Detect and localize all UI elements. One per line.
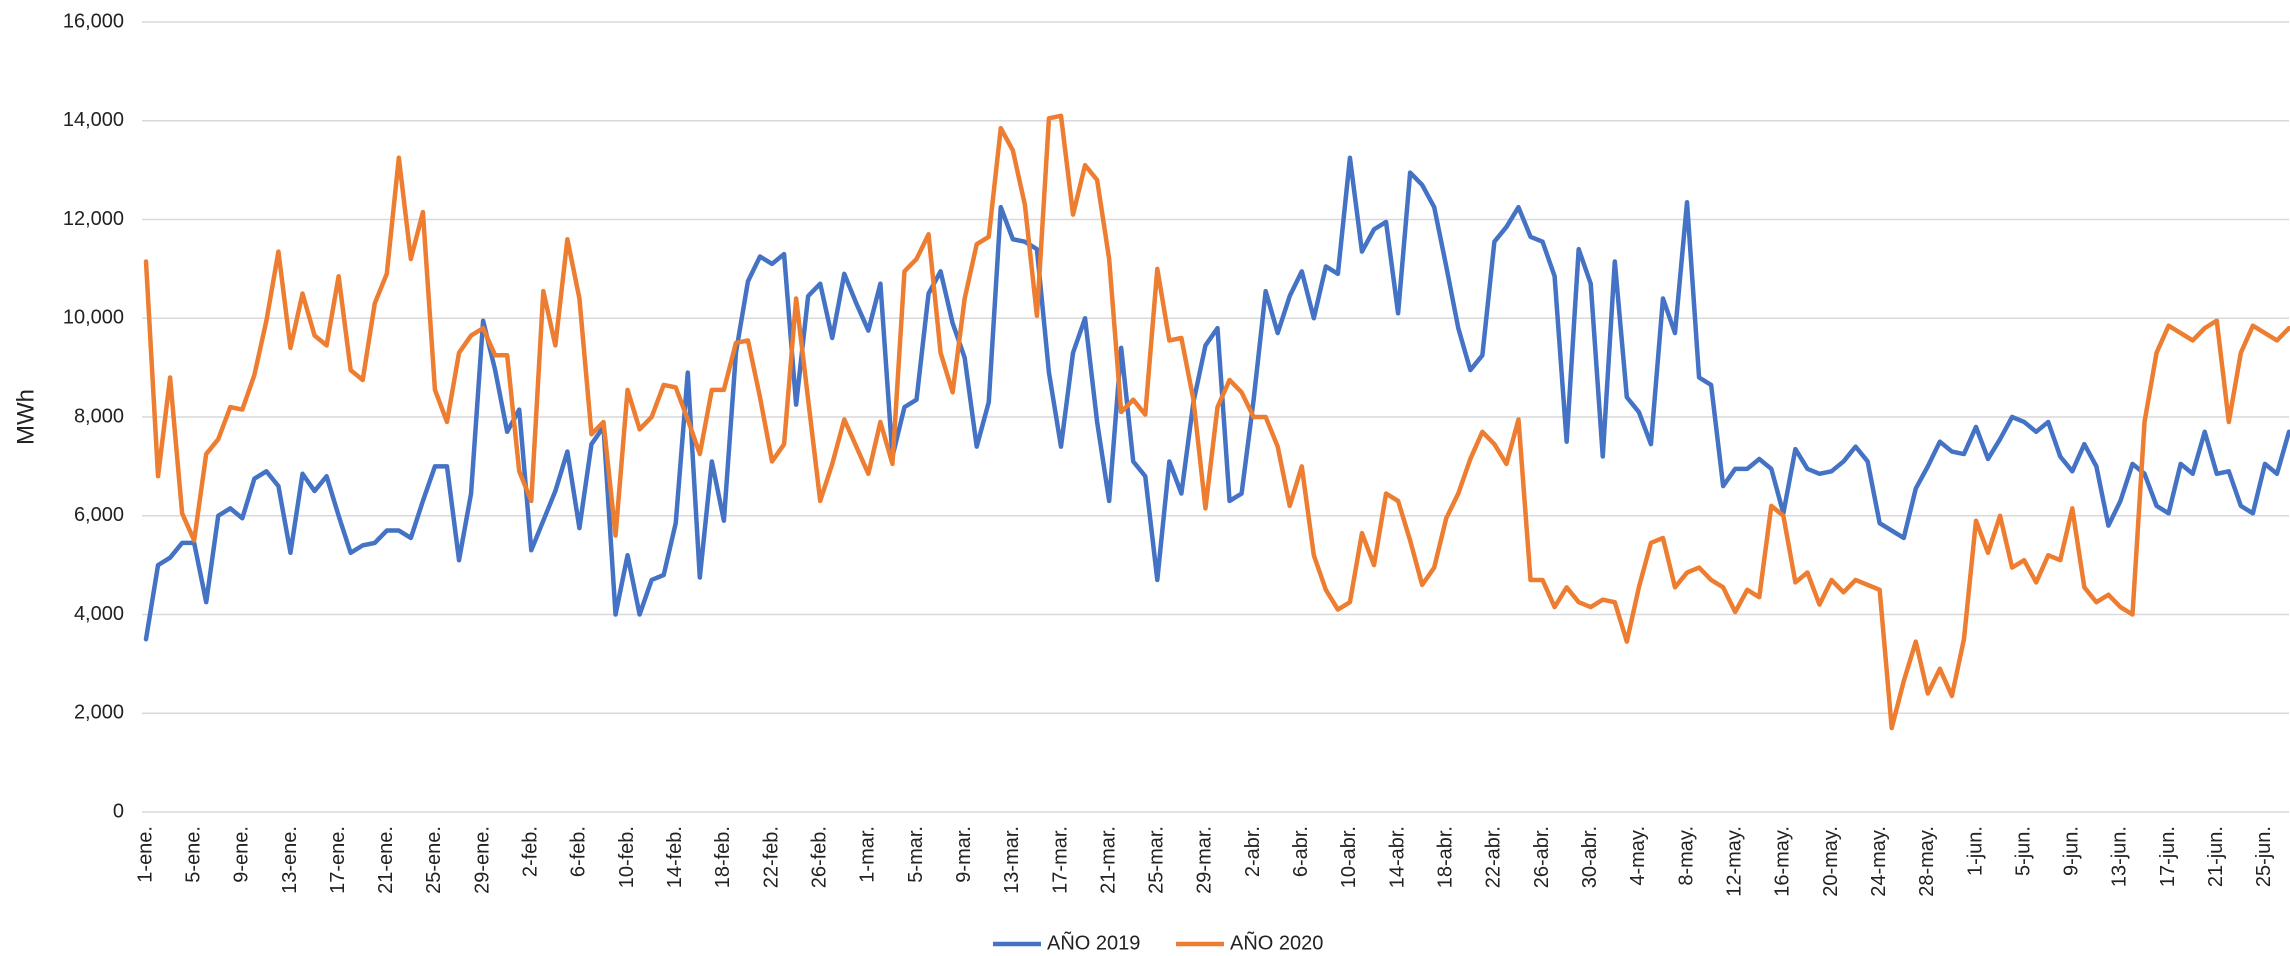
y-tick-label: 6,000: [74, 504, 124, 526]
x-tick-label: 22-abr.: [1483, 826, 1505, 888]
x-tick-label: 13-ene.: [279, 826, 301, 894]
x-tick-label: 9-ene.: [231, 826, 253, 883]
x-tick-label: 26-feb.: [808, 826, 830, 888]
x-tick-label: 12-may.: [1723, 826, 1745, 897]
x-tick-label: 6-feb.: [568, 826, 590, 877]
x-tick-label: 17-ene.: [327, 826, 349, 894]
x-tick-label: 5-mar.: [905, 826, 927, 883]
y-tick-label: 12,000: [63, 208, 124, 230]
x-tick-label: 21-ene.: [375, 826, 397, 894]
y-tick-label: 2,000: [74, 702, 124, 724]
x-tick-label: 14-abr.: [1386, 826, 1408, 888]
x-tick-label: 9-mar.: [953, 826, 975, 883]
x-tick-label: 4-may.: [1627, 826, 1649, 886]
x-tick-label: 13-mar.: [1001, 826, 1023, 894]
y-tick-label: 0: [113, 800, 124, 822]
x-tick-label: 1-jun.: [1964, 826, 1986, 876]
x-tick-label: 13-jun.: [2109, 826, 2131, 887]
x-tick-label: 9-jun.: [2061, 826, 2083, 876]
x-tick-label: 25-mar.: [1146, 826, 1168, 894]
x-tick-label: 29-ene.: [471, 826, 493, 894]
x-tick-label: 18-abr.: [1435, 826, 1457, 888]
legend-label: AÑO 2020: [1230, 930, 1323, 954]
x-tick-label: 24-may.: [1868, 826, 1890, 897]
legend-label: AÑO 2019: [1047, 930, 1140, 954]
x-tick-label: 29-mar.: [1194, 826, 1216, 894]
x-tick-label: 10-feb.: [616, 826, 638, 888]
x-tick-label: 18-feb.: [712, 826, 734, 888]
x-tick-label: 20-may.: [1820, 826, 1842, 897]
x-tick-label: 16-may.: [1772, 826, 1794, 897]
x-tick-label: 17-jun.: [2157, 826, 2179, 887]
y-tick-label: 8,000: [74, 405, 124, 427]
data-line: [143, 155, 2290, 642]
x-tick-label: 21-jun.: [2205, 826, 2227, 887]
x-tick-label: 26-abr.: [1531, 826, 1553, 888]
data-line: [143, 113, 2290, 731]
y-axis-title: MWh: [12, 389, 39, 445]
x-tick-label: 6-abr.: [1290, 826, 1312, 877]
x-tick-label: 25-ene.: [423, 826, 445, 894]
x-tick-label: 5-ene.: [182, 826, 204, 883]
x-tick-label: 14-feb.: [664, 826, 686, 888]
x-tick-label: 28-may.: [1916, 826, 1938, 897]
x-tick-label: 8-may.: [1675, 826, 1697, 886]
x-tick-label: 21-mar.: [1097, 826, 1119, 894]
x-tick-label: 25-jun.: [2253, 826, 2275, 887]
x-tick-label: 10-abr.: [1338, 826, 1360, 888]
x-tick-label: 5-jun.: [2012, 826, 2034, 876]
x-tick-label: 17-mar.: [1049, 826, 1071, 894]
y-tick-label: 4,000: [74, 603, 124, 625]
x-tick-label: 1-mar.: [857, 826, 879, 883]
y-tick-label: 16,000: [63, 10, 124, 32]
x-tick-label: 2-abr.: [1242, 826, 1264, 877]
x-tick-label: 2-feb.: [520, 826, 542, 877]
x-tick-label: 22-feb.: [760, 826, 782, 888]
x-tick-label: 1-ene.: [134, 826, 156, 883]
y-tick-label: 10,000: [63, 307, 124, 329]
x-tick-label: 30-abr.: [1579, 826, 1601, 888]
y-tick-label: 14,000: [63, 109, 124, 131]
